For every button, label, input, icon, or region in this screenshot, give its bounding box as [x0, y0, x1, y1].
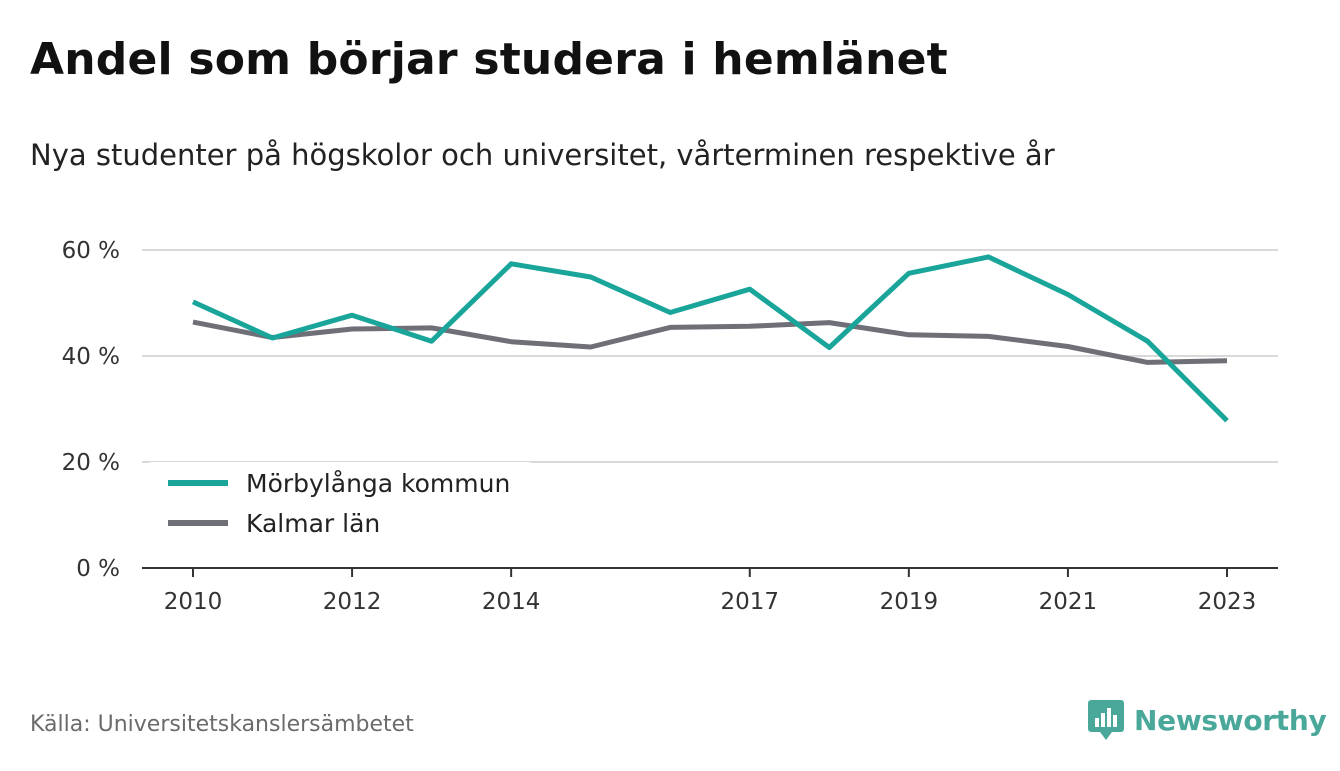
y-axis-ticks: 0 % 20 % 40 % 60 % [62, 238, 120, 582]
brand-logo-block[interactable]: Newsworthy [1088, 698, 1327, 742]
x-axis-ticks: 2010 2012 2014 2017 2019 2021 2023 [142, 567, 1278, 615]
series-lines [191, 254, 1229, 423]
y-tick-label: 60 % [62, 238, 120, 264]
legend-label: Mörbylånga kommun [246, 469, 510, 498]
series-line-1 [192, 319, 1228, 365]
series-line-0 [191, 254, 1229, 423]
source-note: Källa: Universitetskanslersämbetet [30, 712, 414, 737]
y-tick-label: 20 % [62, 450, 120, 476]
newsworthy-logo-icon [1088, 700, 1124, 740]
x-tick-label: 2010 [164, 589, 223, 615]
x-tick-label: 2021 [1039, 589, 1098, 615]
chart-subtitle: Nya studenter på högskolor och universit… [30, 138, 1055, 172]
legend-label: Kalmar län [246, 509, 380, 538]
legend: Mörbylånga kommun Kalmar län [150, 462, 530, 554]
brand-name: Newsworthy [1134, 703, 1327, 737]
y-tick-label: 40 % [62, 344, 120, 370]
legend-background [150, 462, 530, 554]
x-tick-label: 2014 [482, 589, 541, 615]
y-tick-label: 0 % [76, 556, 120, 582]
x-tick-label: 2019 [880, 589, 939, 615]
chart-title: Andel som börjar studera i hemlänet [30, 34, 948, 85]
x-tick-label: 2023 [1198, 589, 1257, 615]
x-tick-label: 2017 [720, 589, 779, 615]
x-tick-label: 2012 [323, 589, 382, 615]
